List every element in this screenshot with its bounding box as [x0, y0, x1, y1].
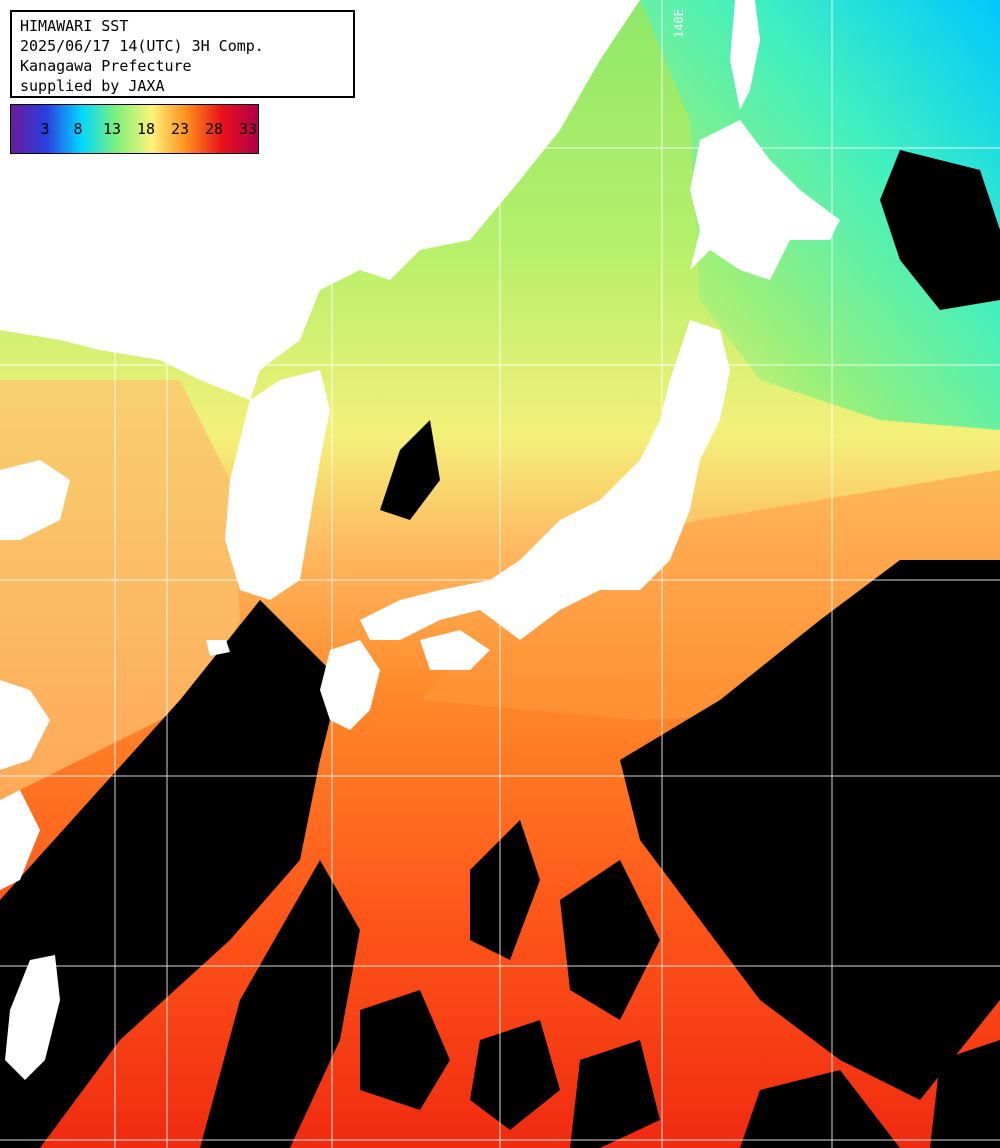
legend-label-3: 3 — [40, 120, 50, 138]
land-mass — [0, 0, 840, 1080]
legend-labels: 3 8 13 18 23 28 33 — [11, 105, 258, 153]
legend-label-23: 23 — [170, 120, 190, 138]
longitude-label: 140E — [672, 9, 686, 38]
title-line-region: Kanagawa Prefecture — [20, 57, 192, 75]
title-line-datetime: 2025/06/17 14(UTC) 3H Comp. — [20, 37, 264, 55]
temperature-legend: 3 8 13 18 23 28 33 — [10, 104, 259, 154]
legend-label-18: 18 — [136, 120, 156, 138]
map-title-box: HIMAWARI SST 2025/06/17 14(UTC) 3H Comp.… — [10, 10, 355, 98]
title-line-product: HIMAWARI SST — [20, 17, 129, 35]
title-line-credit: supplied by JAXA — [20, 77, 165, 95]
legend-label-28: 28 — [204, 120, 224, 138]
legend-label-33: 33 — [238, 120, 258, 138]
legend-label-8: 8 — [73, 120, 83, 138]
legend-label-13: 13 — [102, 120, 122, 138]
cloud-mask — [0, 150, 1000, 1148]
